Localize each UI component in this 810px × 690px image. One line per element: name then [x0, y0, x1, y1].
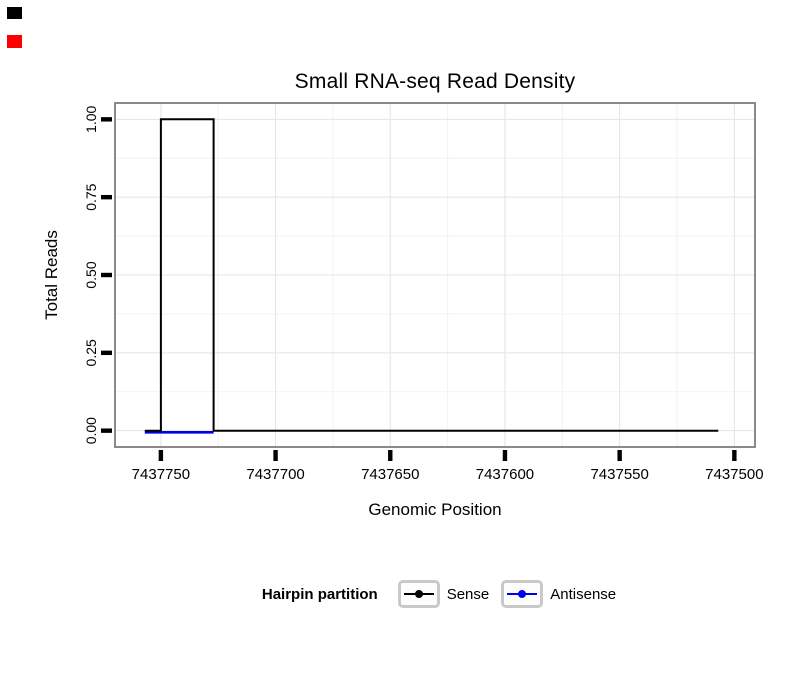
- legend-point-antisense: [518, 590, 527, 598]
- y-tick-label: 0.75: [83, 183, 99, 210]
- y-axis-title: Total Reads: [42, 230, 61, 320]
- x-axis-tick: [502, 450, 508, 461]
- x-tick-label: 7437550: [590, 466, 648, 483]
- y-axis-tick: [101, 350, 112, 356]
- y-axis-tick: [101, 428, 112, 433]
- legend-key-sense: [397, 580, 440, 608]
- legend-entry-sense: Sense: [397, 580, 490, 608]
- corner-mark-black: [7, 7, 22, 19]
- legend-point-sense: [414, 590, 423, 598]
- legend-key-antisense: [501, 580, 544, 608]
- legend-label-antisense: Antisense: [550, 585, 617, 603]
- y-tick-label: 1.00: [83, 106, 99, 133]
- x-axis-tick: [388, 450, 393, 461]
- legend-glyph-antisense: [507, 590, 538, 598]
- legend-glyph-sense: [403, 590, 434, 598]
- x-tick-label: 7437700: [246, 466, 304, 483]
- x-tick-label: 7437650: [361, 466, 419, 483]
- x-axis-tick: [158, 450, 164, 461]
- y-tick-label: 0.50: [83, 261, 99, 288]
- x-axis-tick: [732, 450, 737, 461]
- x-axis-tick: [617, 450, 622, 461]
- x-tick-label: 7437600: [476, 466, 534, 483]
- y-tick-label: 0.25: [83, 339, 99, 366]
- corner-mark-red: [7, 35, 22, 48]
- x-tick-label: 7437500: [705, 466, 763, 483]
- x-axis-title: Genomic Position: [368, 500, 502, 519]
- y-axis-tick: [101, 117, 112, 122]
- series-sense-line: [144, 118, 719, 432]
- legend-entry-antisense: Antisense: [501, 580, 616, 608]
- y-axis-tick: [101, 194, 112, 200]
- legend-label-sense: Sense: [446, 585, 490, 603]
- x-tick-label: 7437750: [132, 466, 190, 483]
- y-tick-label: 0.00: [83, 417, 99, 444]
- x-axis-tick: [273, 450, 278, 461]
- chart-title: Small RNA-seq Read Density: [294, 70, 576, 93]
- panel-border: [114, 102, 756, 448]
- legend-title: Hairpin partition: [261, 585, 378, 603]
- y-axis-tick: [101, 272, 112, 278]
- legend: Hairpin partition Sense Antisense: [34, 576, 810, 612]
